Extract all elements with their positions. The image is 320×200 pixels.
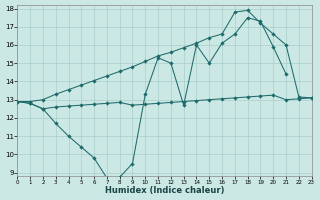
X-axis label: Humidex (Indice chaleur): Humidex (Indice chaleur) [105, 186, 224, 195]
